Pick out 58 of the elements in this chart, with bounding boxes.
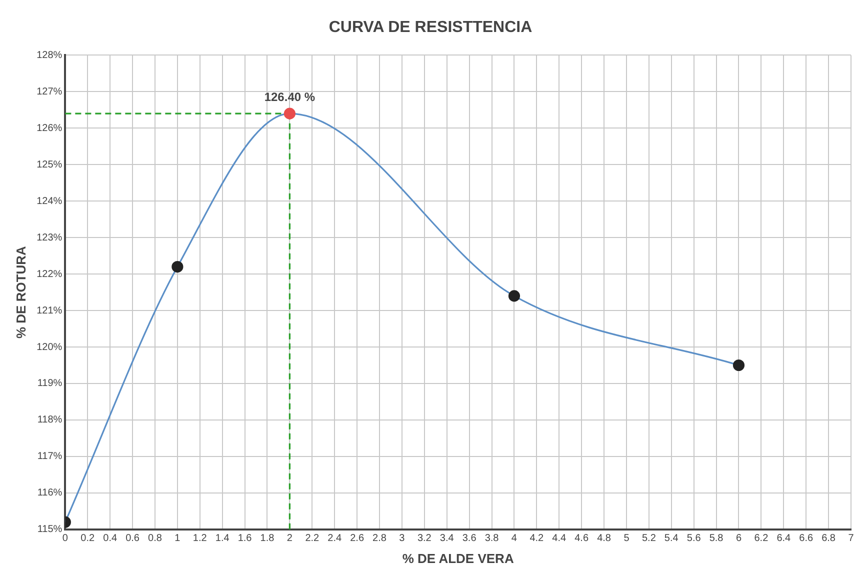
x-tick-label: 6.4 — [776, 533, 792, 544]
x-tick-label: 5.2 — [642, 533, 656, 544]
x-tick-label: 1.2 — [192, 533, 208, 544]
x-tick-label: 3.6 — [462, 533, 477, 544]
x-axis-title: % DE ALDE VERA — [402, 550, 514, 566]
x-tick-label: 1.8 — [260, 533, 275, 544]
y-tick-label: 121% — [36, 305, 62, 316]
x-tick-label: 2.6 — [350, 533, 364, 544]
x-tick-label: 4.6 — [574, 533, 589, 544]
x-tick-label: 0.2 — [80, 533, 96, 544]
x-tick-label: 3 — [399, 533, 406, 544]
x-tick-label: 2.4 — [328, 533, 342, 544]
y-tick-label: 126% — [36, 122, 62, 134]
point — [508, 290, 520, 302]
y-tick-label: 128% — [36, 50, 62, 61]
x-tick-label: 2 — [286, 533, 293, 544]
y-tick-label: 117% — [37, 451, 62, 462]
y-tick-label: 122% — [36, 268, 62, 280]
x-tick-label: 6.8 — [822, 533, 836, 544]
y-tick-label: 119% — [37, 378, 62, 390]
point — [172, 260, 184, 273]
y-tick-label: 124% — [36, 196, 62, 207]
x-tick-label: 1.6 — [238, 533, 252, 544]
point — [732, 359, 745, 372]
x-tick-label: 3.4 — [440, 533, 454, 544]
y-axis-title: % DE ROTURA — [13, 245, 28, 339]
point — [284, 108, 296, 120]
y-tick-label: 123% — [36, 232, 62, 244]
x-tick-label: 4.2 — [530, 533, 544, 544]
x-tick-label: 0.4 — [103, 533, 118, 544]
x-tick-label: 0.8 — [148, 533, 162, 544]
x-tick-label: 2.8 — [372, 533, 387, 544]
x-tick-label: 0.6 — [126, 533, 140, 544]
x-tick-label: 1.4 — [215, 533, 230, 544]
x-tick-label: 5.4 — [664, 533, 679, 544]
y-tick-label: 125% — [36, 159, 62, 170]
x-tick-label: 4.8 — [597, 533, 612, 544]
x-tick-label: 0 — [62, 533, 68, 544]
x-tick-label: 6 — [736, 533, 742, 544]
y-tick-label: 115% — [37, 524, 62, 536]
x-tick-label: 5.6 — [686, 533, 702, 544]
x-tick-label: 2.2 — [305, 533, 320, 544]
x-tick-label: 3.2 — [417, 533, 432, 544]
data-label: 126.40 % — [264, 90, 316, 104]
y-tick-label: 118% — [37, 414, 62, 426]
x-tick-label: 4.4 — [552, 533, 567, 544]
y-tick-label: 120% — [36, 342, 62, 353]
x-tick-label: 7 — [848, 533, 854, 544]
x-tick-label: 3.8 — [484, 533, 500, 544]
x-tick-label: 1 — [174, 533, 181, 544]
x-tick-label: 5 — [624, 533, 630, 544]
x-tick-label: 6.6 — [799, 533, 814, 544]
x-tick-label: 6.2 — [754, 533, 769, 544]
x-tick-label: 5.8 — [709, 533, 724, 544]
chart-title: CURVA DE RESISTTENCIA — [328, 19, 533, 36]
x-tick-label: 4 — [511, 533, 518, 544]
y-tick-label: 127% — [36, 86, 62, 98]
y-tick-label: 116% — [37, 488, 62, 499]
